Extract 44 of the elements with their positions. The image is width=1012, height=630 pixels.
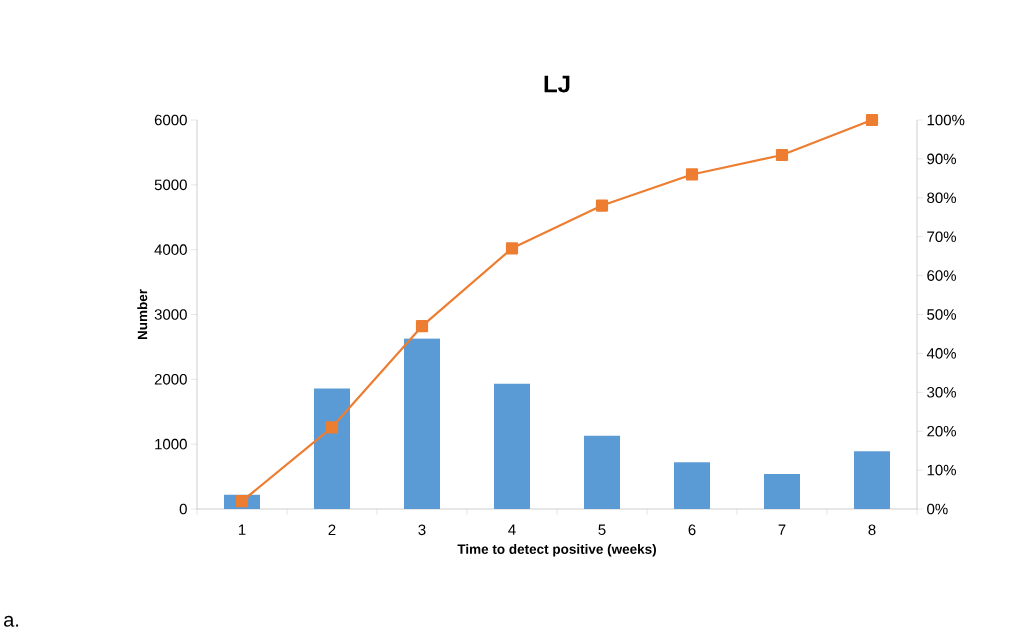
- point: [415, 320, 429, 333]
- point: [775, 148, 789, 162]
- y2-tick-label: 10%: [927, 464, 957, 476]
- x-axis-title: Time to detect positive (weeks): [457, 544, 656, 557]
- y2-tick-label: 90%: [927, 153, 957, 165]
- y2-tick-label: 100%: [927, 114, 965, 126]
- y-tick-label: 0: [179, 503, 187, 515]
- chart-title: LJ: [544, 75, 570, 93]
- y2-tick-label: 50%: [927, 309, 957, 320]
- bar: [404, 338, 440, 509]
- x-tick-label: 2: [328, 524, 336, 536]
- y2-tick-label: 20%: [927, 425, 957, 437]
- bar: [584, 435, 620, 509]
- bar: [764, 473, 800, 509]
- y-tick-label: 2000: [154, 374, 187, 385]
- y-tick-label: 1000: [155, 438, 187, 450]
- point: [865, 113, 879, 127]
- point: [325, 421, 339, 434]
- text: a.: [4, 615, 19, 627]
- x-tick-label: 5: [598, 524, 606, 535]
- y2-tick-label: 40%: [926, 348, 957, 359]
- y2-tick-label: 30%: [927, 386, 957, 398]
- x-tick-label: 1: [238, 524, 246, 535]
- y-tick-label: 4000: [154, 244, 187, 255]
- point: [595, 199, 609, 212]
- y2-tick-label: 70%: [927, 231, 957, 242]
- y-tick-label: 6000: [154, 114, 187, 126]
- x-tick-label: 4: [508, 524, 516, 535]
- y-tick-label: 3000: [154, 309, 187, 320]
- point: [685, 168, 699, 181]
- x-tick-label: 3: [418, 524, 426, 536]
- bar: [494, 383, 530, 509]
- x-tick-label: 7: [778, 524, 786, 535]
- x-tick-label: 6: [688, 524, 696, 536]
- y2-tick-label: 0%: [927, 503, 948, 515]
- x-tick-label: 8: [868, 524, 876, 536]
- point: [505, 242, 519, 255]
- bar: [314, 388, 350, 509]
- y2-tick-label: 60%: [927, 270, 957, 281]
- bar: [854, 451, 890, 509]
- y-axis-title: Number: [137, 289, 148, 340]
- y2-tick-label: 80%: [927, 192, 957, 204]
- bar: [674, 462, 710, 509]
- y-tick-label: 5000: [154, 179, 187, 191]
